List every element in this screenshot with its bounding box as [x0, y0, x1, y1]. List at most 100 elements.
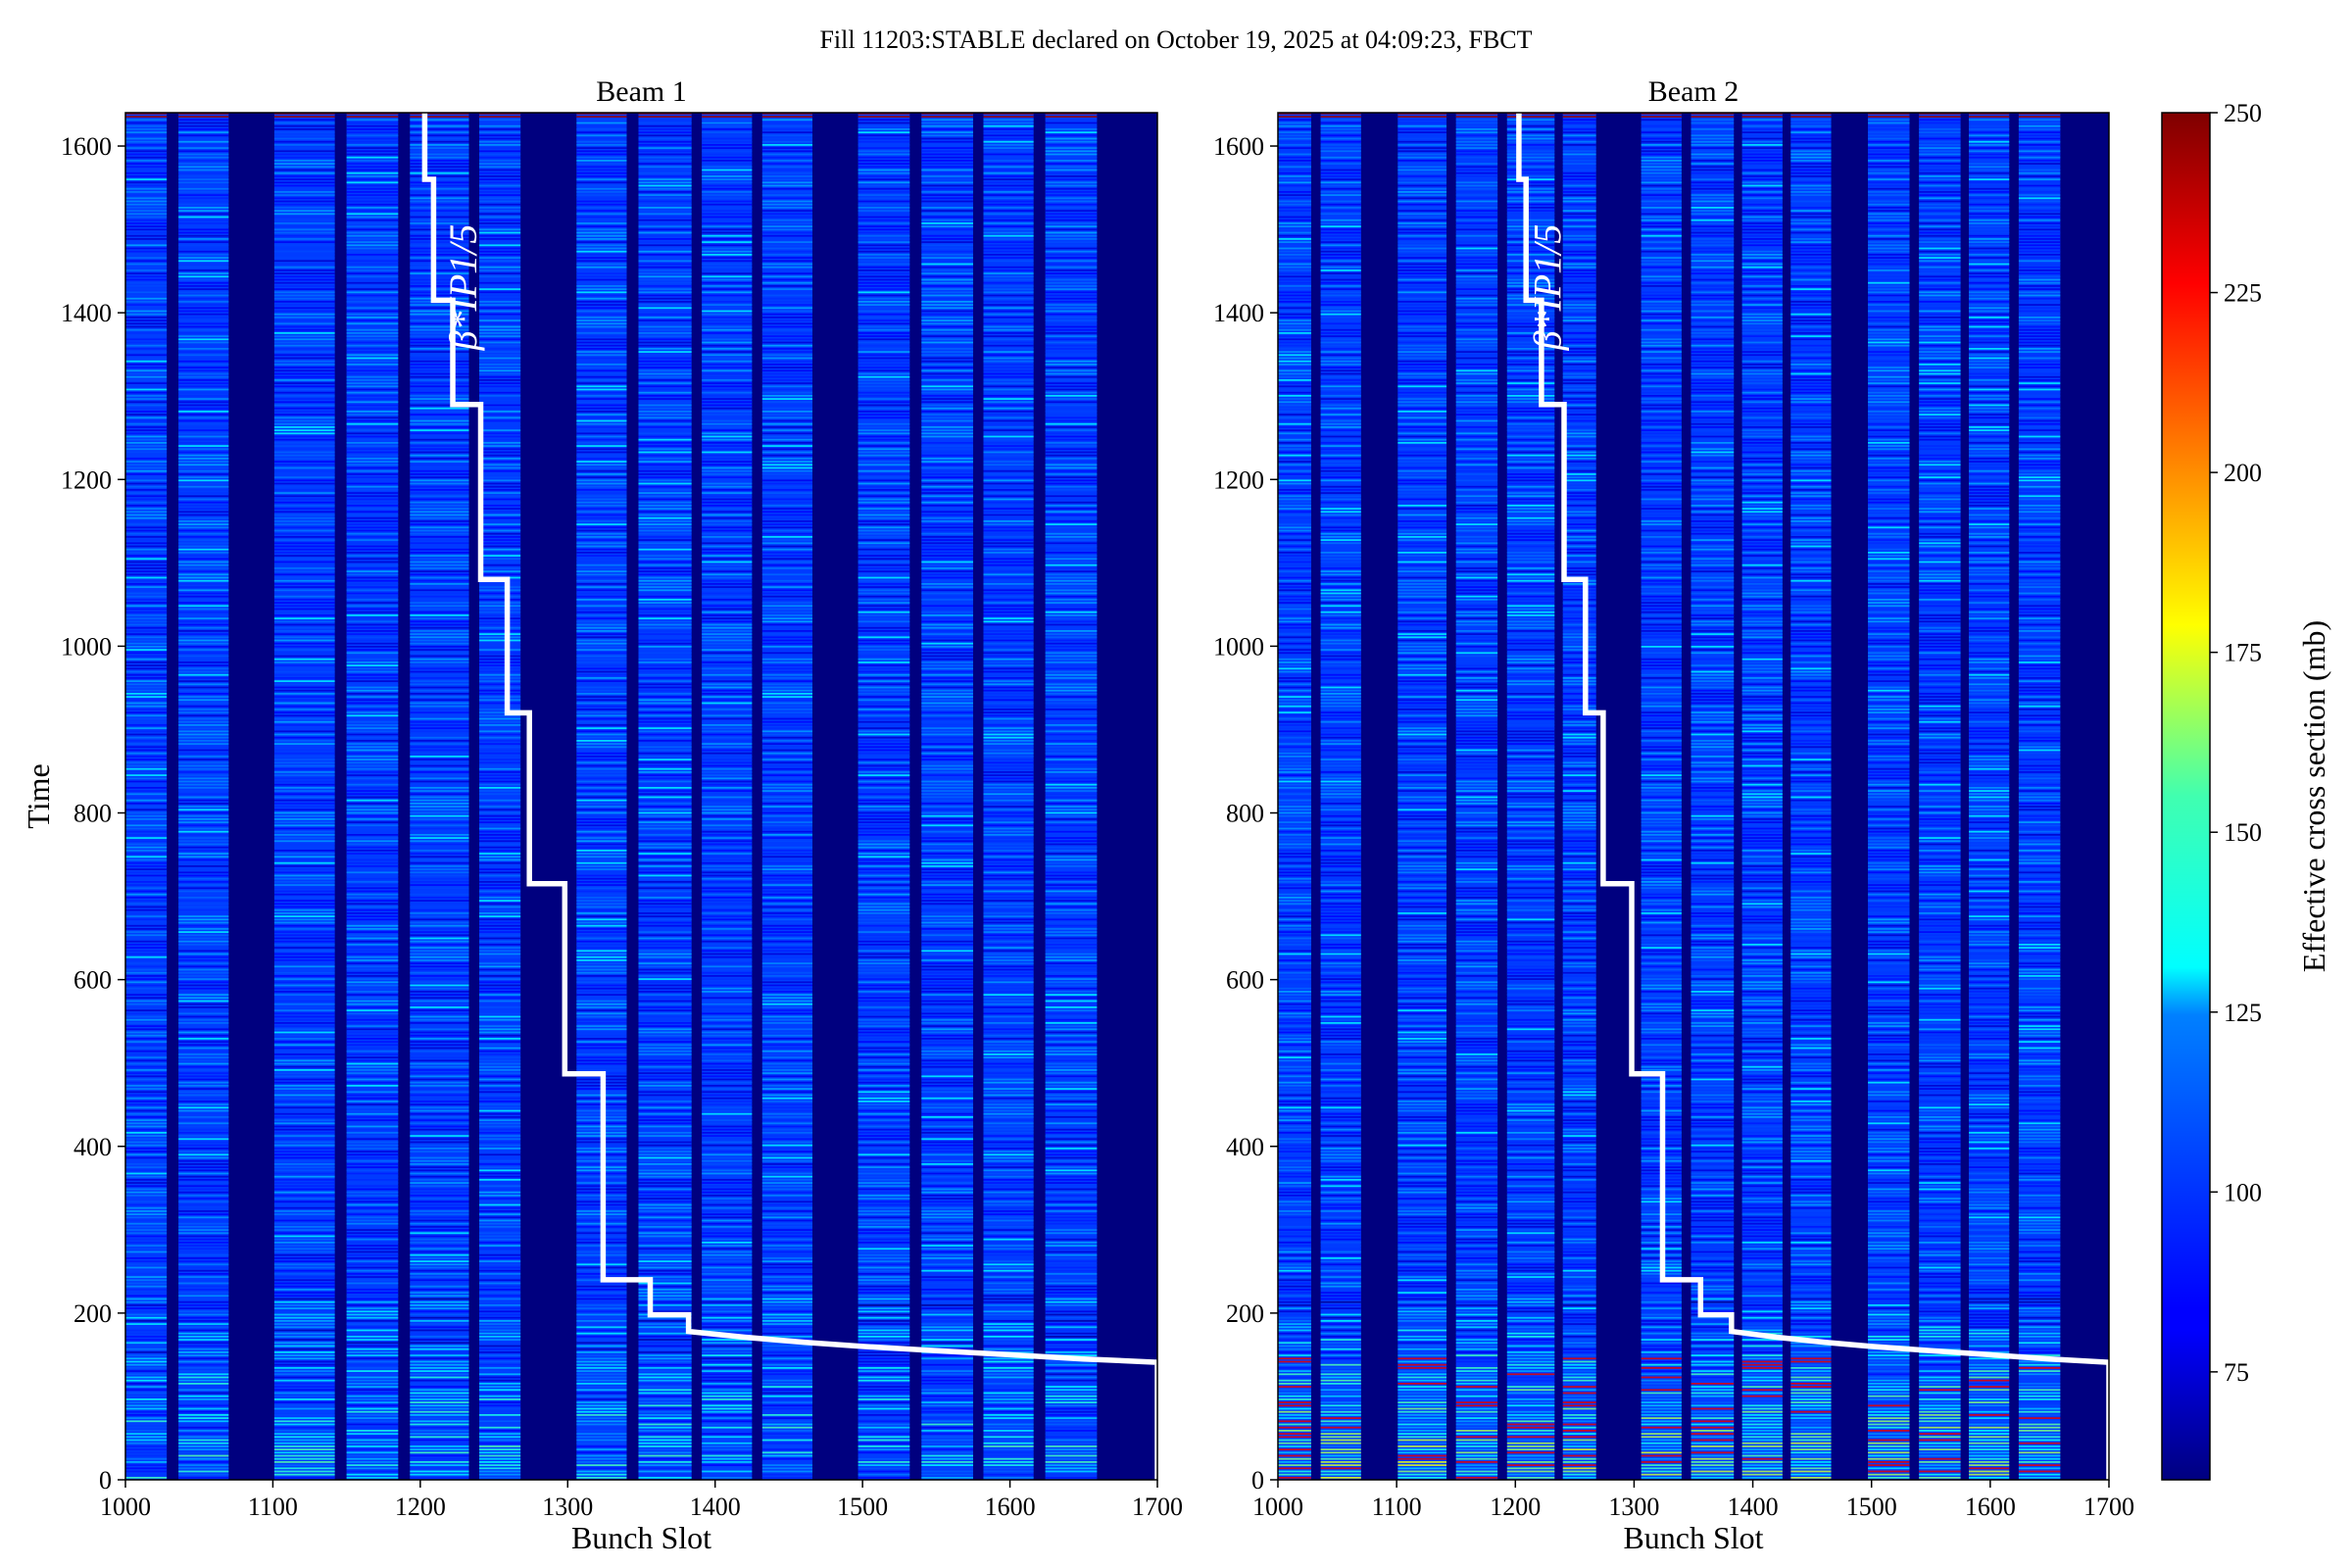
heatmap-row: [702, 814, 753, 817]
heatmap-row: [638, 944, 692, 946]
heatmap-row: [702, 874, 753, 877]
heatmap-row: [410, 1345, 469, 1348]
heatmap-row: [858, 131, 910, 133]
heatmap-row: [346, 382, 399, 384]
heatmap-row: [761, 310, 812, 313]
heatmap-row: [858, 981, 910, 984]
heatmap-row: [125, 699, 168, 702]
heatmap-row: [576, 1439, 627, 1442]
heatmap-row: [858, 1477, 910, 1479]
heatmap-row: [125, 981, 168, 984]
heatmap-row: [410, 210, 469, 212]
heatmap-row: [702, 1414, 753, 1416]
heatmap-row: [178, 720, 229, 723]
heatmap-row: [702, 1323, 753, 1325]
heatmap-row: [576, 617, 627, 619]
heatmap-row: [858, 1172, 910, 1175]
heatmap-row: [346, 799, 399, 802]
heatmap-row: [479, 595, 521, 598]
heatmap-row: [410, 608, 469, 611]
heatmap-row: [576, 451, 627, 454]
heatmap-row: [178, 1081, 229, 1084]
heatmap-row: [410, 1034, 469, 1037]
heatmap-row: [410, 1477, 469, 1479]
heatmap-row: [346, 1285, 399, 1288]
heatmap-row: [761, 1156, 812, 1159]
heatmap-row: [410, 1018, 469, 1021]
heatmap-row: [410, 1222, 469, 1225]
heatmap-row: [858, 140, 910, 143]
heatmap-row: [479, 1050, 521, 1053]
heatmap-row: [858, 1470, 910, 1473]
heatmap-row: [702, 871, 753, 874]
heatmap-row: [761, 771, 812, 773]
heatmap-row: [410, 994, 469, 996]
heatmap-row: [479, 382, 521, 384]
heatmap-row: [858, 301, 910, 303]
heatmap-row: [479, 567, 521, 569]
heatmap-row: [273, 1392, 335, 1395]
heatmap-row: [858, 626, 910, 629]
heatmap-row: [638, 579, 692, 582]
heatmap-row: [178, 375, 229, 378]
heatmap-row: [858, 1451, 910, 1454]
heatmap-row: [761, 1028, 812, 1031]
heatmap-row: [410, 1423, 469, 1426]
heatmap-row: [858, 435, 910, 438]
heatmap-row: [178, 617, 229, 619]
heatmap-row: [576, 338, 627, 341]
heatmap-row: [921, 385, 973, 388]
heatmap-row: [410, 429, 469, 431]
heatmap-row: [346, 1454, 399, 1457]
heatmap-row: [702, 163, 753, 165]
heatmap-row: [178, 956, 229, 958]
heatmap-row: [178, 1448, 229, 1450]
heatmap-row: [638, 808, 692, 811]
heatmap-row: [858, 865, 910, 867]
heatmap-row: [346, 756, 399, 758]
heatmap-row: [858, 184, 910, 187]
heatmap-row: [858, 367, 910, 368]
heatmap-row: [479, 934, 521, 937]
heatmap-row: [410, 419, 469, 422]
heatmap-row: [858, 328, 910, 331]
heatmap-row: [178, 1059, 229, 1062]
heatmap-row: [921, 307, 973, 310]
heatmap-row: [273, 1072, 335, 1074]
heatmap-row: [702, 639, 753, 642]
heatmap-row: [921, 599, 973, 601]
heatmap-row: [178, 498, 229, 501]
heatmap-row: [410, 1379, 469, 1382]
heatmap-row: [125, 160, 168, 162]
heatmap-row: [858, 846, 910, 849]
heatmap-row: [346, 950, 399, 953]
heatmap-row: [273, 1401, 335, 1403]
heatmap-row: [761, 469, 812, 472]
heatmap-row: [638, 1097, 692, 1100]
heatmap-row: [479, 1119, 521, 1121]
heatmap-row: [576, 1404, 627, 1407]
heatmap-row: [576, 372, 627, 375]
heatmap-row: [178, 422, 229, 425]
heatmap-row: [702, 1179, 753, 1181]
heatmap-row: [858, 1018, 910, 1021]
heatmap-row: [273, 890, 335, 893]
heatmap-row: [346, 391, 399, 394]
heatmap-row: [479, 693, 521, 695]
heatmap-row: [273, 1141, 335, 1144]
heatmap-row: [921, 564, 973, 566]
heatmap-row: [576, 633, 627, 635]
heatmap-row: [858, 639, 910, 642]
heatmap-row: [921, 228, 973, 231]
heatmap-row: [638, 853, 692, 855]
heatmap-row: [479, 301, 521, 303]
heatmap-row: [858, 266, 910, 269]
heatmap-row: [638, 322, 692, 325]
heatmap-row: [479, 270, 521, 271]
heatmap-row: [346, 385, 399, 388]
heatmap-row: [410, 144, 469, 146]
heatmap-row: [410, 1436, 469, 1439]
heatmap-row: [702, 1310, 753, 1313]
heatmap-row: [761, 1163, 812, 1165]
heatmap-row: [410, 278, 469, 281]
